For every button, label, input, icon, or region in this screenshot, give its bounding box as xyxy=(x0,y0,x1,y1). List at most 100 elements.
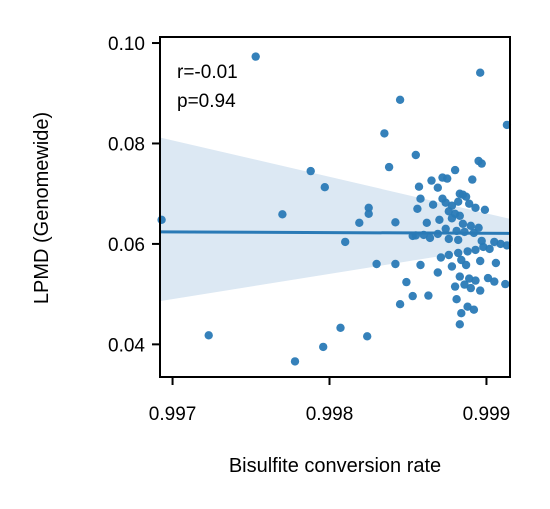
data-point-91 xyxy=(372,259,381,269)
data-point-94 xyxy=(320,183,329,192)
correlation-r-label: r=-0.01 xyxy=(177,62,238,83)
data-point-26 xyxy=(465,199,474,208)
data-point-70 xyxy=(490,277,499,286)
data-point-28 xyxy=(480,205,490,214)
confidence-band xyxy=(160,137,510,302)
data-point-50 xyxy=(496,239,505,249)
data-point-89 xyxy=(391,218,400,227)
x-axis-title: Bisulfite conversion rate xyxy=(229,455,441,477)
data-point-67 xyxy=(465,274,474,283)
data-point-27 xyxy=(471,203,480,212)
y-axis-ticks: 0.04 0.06 0.08 0.10 xyxy=(108,34,160,356)
data-point-6 xyxy=(384,162,394,172)
data-point-60 xyxy=(476,256,485,266)
data-point-65 xyxy=(433,268,442,277)
data-point-71 xyxy=(501,279,510,289)
data-point-47 xyxy=(454,235,463,245)
data-point-20 xyxy=(416,194,425,203)
data-point-9 xyxy=(450,165,460,175)
data-point-51 xyxy=(502,241,512,250)
data-point-86 xyxy=(364,203,373,212)
data-point-82 xyxy=(463,302,472,311)
x-axis-ticks: 0.997 0.998 0.999 xyxy=(149,377,510,425)
data-point-23 xyxy=(428,200,438,209)
data-point-54 xyxy=(471,245,480,255)
data-point-83 xyxy=(457,309,466,318)
data-point-31 xyxy=(455,211,464,220)
y-tick-label-1: 0.06 xyxy=(108,235,145,256)
data-point-81 xyxy=(452,295,461,304)
data-point-56 xyxy=(454,248,463,258)
data-point-98 xyxy=(363,332,372,341)
data-point-35 xyxy=(458,219,468,228)
data-point-15 xyxy=(433,183,442,192)
data-point-14 xyxy=(414,182,424,191)
x-tick-label-2: 0.999 xyxy=(463,404,511,425)
data-point-66 xyxy=(455,272,464,281)
data-point-85 xyxy=(455,320,464,329)
data-point-34 xyxy=(422,218,431,227)
data-point-52 xyxy=(479,242,488,252)
data-point-11 xyxy=(427,176,436,185)
data-point-33 xyxy=(435,215,444,224)
data-point-5 xyxy=(411,150,420,160)
data-point-4 xyxy=(380,129,389,138)
data-point-97 xyxy=(336,323,345,332)
regression-line xyxy=(159,230,511,235)
data-point-101 xyxy=(290,357,300,366)
data-point-93 xyxy=(306,166,315,176)
x-tick-label-0: 0.997 xyxy=(149,404,197,425)
y-tick-label-3: 0.10 xyxy=(108,34,145,55)
data-point-55 xyxy=(463,247,472,256)
data-point-69 xyxy=(483,273,493,283)
data-point-2 xyxy=(502,120,512,130)
data-point-88 xyxy=(355,218,364,227)
data-point-92 xyxy=(341,237,350,247)
data-point-64 xyxy=(416,260,425,270)
data-point-10 xyxy=(468,175,477,184)
data-point-79 xyxy=(408,291,417,301)
data-point-25 xyxy=(454,197,463,206)
data-point-100 xyxy=(204,331,213,340)
data-point-32 xyxy=(447,214,457,223)
data-point-80 xyxy=(395,300,405,309)
data-point-29 xyxy=(444,207,453,216)
data-point-57 xyxy=(444,250,453,260)
points-layer xyxy=(157,52,512,366)
data-point-61 xyxy=(491,258,501,268)
data-point-0 xyxy=(251,52,260,61)
data-point-38 xyxy=(441,224,450,233)
data-point-62 xyxy=(461,260,471,270)
data-point-96 xyxy=(157,215,166,224)
y-axis-title: LPMD (Genomewide) xyxy=(31,112,53,304)
data-point-46 xyxy=(444,234,453,244)
data-point-76 xyxy=(402,277,411,287)
data-point-45 xyxy=(425,233,435,243)
data-point-18 xyxy=(461,192,471,201)
y-tick-label-2: 0.08 xyxy=(108,134,145,155)
data-point-3 xyxy=(395,95,405,105)
y-tick-label-0: 0.04 xyxy=(108,335,145,356)
correlation-p-label: p=0.94 xyxy=(177,91,236,112)
data-point-72 xyxy=(460,280,469,289)
data-point-49 xyxy=(490,237,499,247)
data-point-58 xyxy=(436,253,446,262)
data-point-63 xyxy=(447,262,457,271)
data-point-53 xyxy=(485,244,494,254)
plot-frame xyxy=(159,36,511,378)
data-point-8 xyxy=(477,159,486,168)
data-point-36 xyxy=(466,221,475,230)
data-point-99 xyxy=(319,342,328,352)
data-point-84 xyxy=(469,305,479,314)
data-point-1 xyxy=(476,68,485,77)
x-tick-label-1: 0.998 xyxy=(306,404,354,425)
data-point-73 xyxy=(450,282,460,291)
data-point-68 xyxy=(471,276,480,285)
data-point-24 xyxy=(413,204,422,213)
data-point-13 xyxy=(443,174,452,183)
data-point-74 xyxy=(466,283,475,293)
data-point-95 xyxy=(278,210,287,219)
data-point-78 xyxy=(424,291,433,300)
data-point-75 xyxy=(476,286,485,295)
